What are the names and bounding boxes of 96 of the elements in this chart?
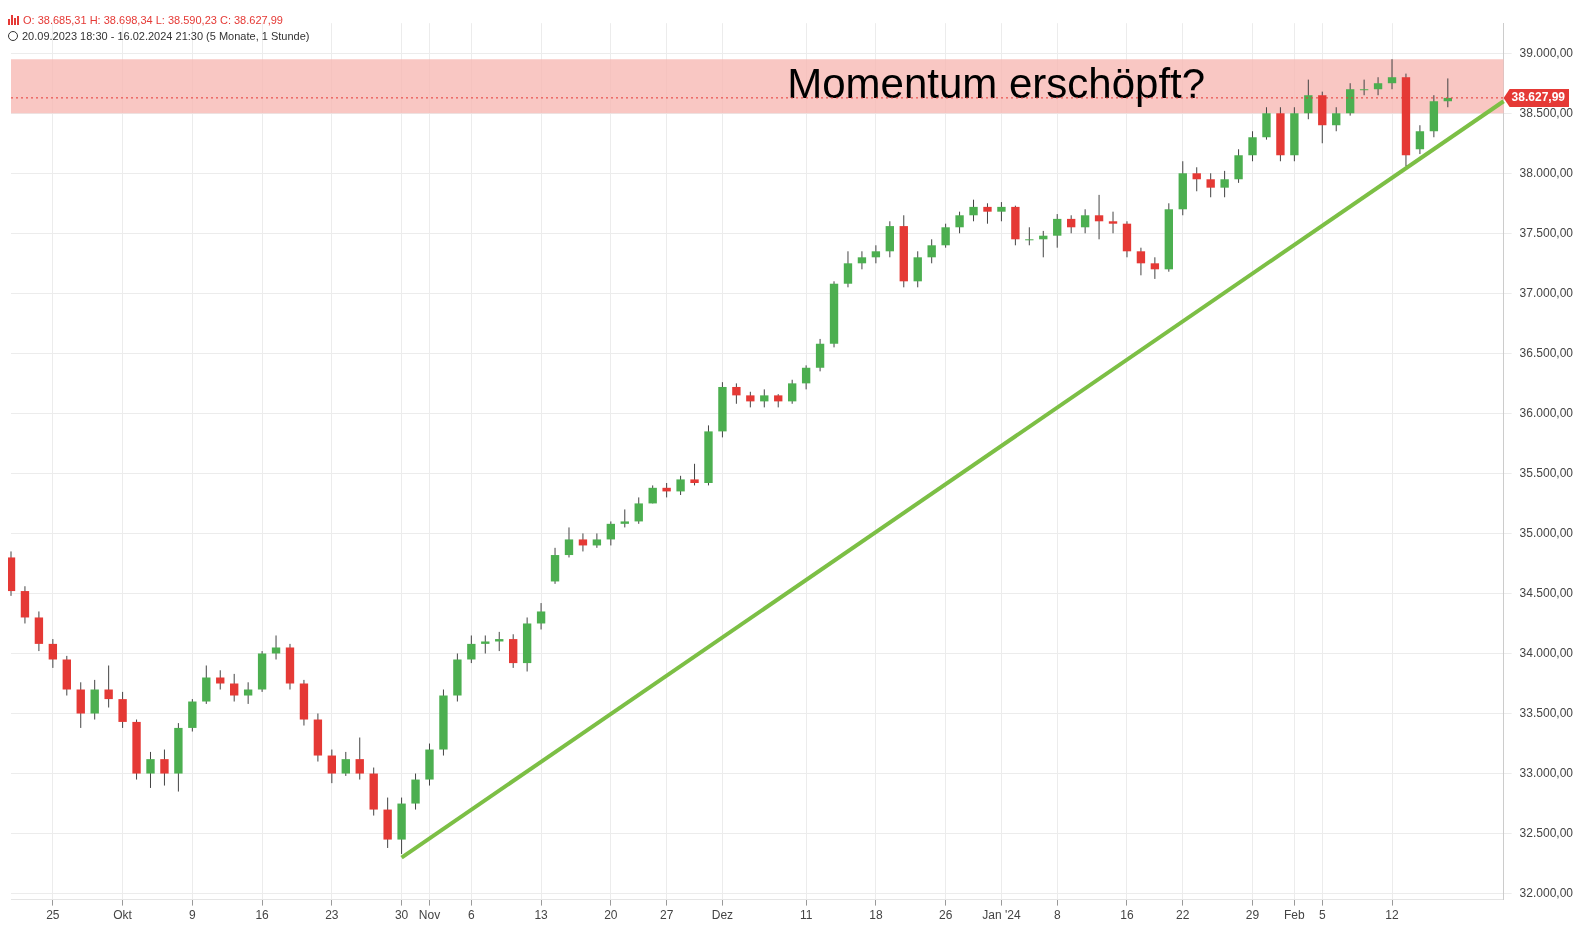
candlestick [1108,211,1118,234]
y-tick-label: 36.500,00 [1519,345,1574,360]
candlestick [927,238,936,264]
y-tick-label: 38.500,00 [1519,105,1574,120]
candlestick [243,681,253,705]
y-tick-label: 34.500,00 [1519,585,1574,600]
x-tick-label: 12 [1385,908,1400,923]
candlestick [341,751,350,777]
candlestick [160,749,169,787]
candlestick [1150,256,1160,280]
candlestick [1066,214,1076,234]
y-tick-label: 38.000,00 [1519,165,1574,180]
ref-line-label: 38.627,99 [1511,90,1566,105]
y-tick-label: 34.000,00 [1519,645,1574,660]
x-tick-label: 11 [799,908,813,923]
x-tick-label: 30 [394,908,409,923]
x-tick-label: 16 [255,908,270,923]
candlestick [1248,130,1257,162]
candlestick [355,737,364,781]
y-tick-label: 39.000,00 [1519,45,1574,60]
candlestick [327,749,337,784]
candlestick [216,669,225,690]
chart-title: O: 38.685,31 H: 38.698,34 L: 38.590,23 C: 38.627,99 [23,13,283,28]
candlestick [1192,166,1201,192]
x-tick-label: 25 [46,908,60,923]
y-tick-label: 32.000,00 [1519,885,1574,900]
candlestick [146,751,155,789]
candlestick [230,673,239,703]
candlestick [104,664,113,709]
y-tick-label: 37.000,00 [1519,285,1574,300]
candlestick [271,634,281,660]
x-tick-label: Dez [711,908,734,923]
candlestick [1387,58,1397,90]
x-tick-label: 8 [1053,908,1061,923]
candlestick [564,526,574,558]
x-tick-label: 5 [1318,908,1326,923]
candlestick [969,199,978,222]
candlestick [536,602,546,630]
candlestick [955,211,964,234]
x-tick-label: 16 [1120,908,1134,923]
candlestick [118,691,127,729]
candlestick [983,202,992,225]
candlestick [857,250,867,270]
x-tick-label: Feb [1284,908,1306,923]
y-tick-label: 36.000,00 [1519,405,1574,420]
x-tick-label: 26 [938,908,953,923]
x-tick-label: Okt [113,908,133,923]
y-tick-label: 35.500,00 [1519,465,1574,480]
candlestick [1304,79,1313,120]
x-tick-label: 18 [869,908,883,923]
candlestick [592,532,602,549]
text: 20.09.2023 18:30 - 16.02.2024 21:30 (5 Monate, 1 Stunde) [22,29,310,44]
y-tick-label: 33.000,00 [1519,765,1574,780]
candlestick [1094,194,1104,240]
x-tick-label: 9 [189,908,196,923]
candlestick [620,508,629,528]
candlestick [1053,213,1062,249]
candlestick [467,634,476,664]
candlestick [48,638,58,669]
x-tick-label: Nov [418,908,441,923]
x-tick-label: 22 [1176,908,1190,923]
x-tick-label: 29 [1245,908,1260,923]
candlestick [1415,124,1425,155]
candlestick [1373,76,1383,96]
candlestick [578,532,588,552]
candlestick [1332,106,1341,132]
candlestick [788,379,797,405]
x-tick-label: 20 [604,908,618,923]
y-tick-label: 37.500,00 [1519,225,1574,240]
band-label: Momentum erschöpft? [787,59,1206,107]
y-tick-label: 33.500,00 [1519,705,1574,720]
candlestick [1359,79,1369,96]
candlestick [1220,170,1229,198]
candlestick [843,250,853,288]
candlestick [871,244,881,264]
x-tick-label: 23 [325,908,339,923]
x-tick-label: 13 [534,908,549,923]
candlestick [801,364,811,390]
candlestick [760,388,769,408]
candlestick [1080,208,1090,234]
candlestick [690,463,699,486]
y-tick-label: 32.500,00 [1519,825,1574,840]
x-tick-label: 6 [468,908,475,923]
x-tick-label: 27 [659,908,674,923]
candlestick [1025,226,1034,246]
candlestick [634,496,643,525]
x-tick-label: Jan '24 [982,908,1021,923]
candlestick [941,223,950,249]
candlestick [1136,247,1146,276]
candlestick [732,382,741,405]
candlestick [1206,172,1215,198]
candlestick [606,520,616,546]
candlestick [676,475,685,496]
candlestick [997,201,1006,222]
y-tick-label: 35.000,00 [1519,525,1574,540]
candlestick [481,634,490,654]
